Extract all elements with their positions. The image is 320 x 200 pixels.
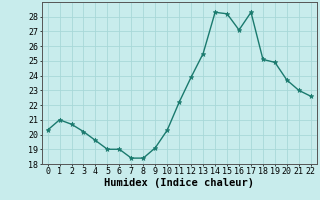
X-axis label: Humidex (Indice chaleur): Humidex (Indice chaleur) [104, 178, 254, 188]
